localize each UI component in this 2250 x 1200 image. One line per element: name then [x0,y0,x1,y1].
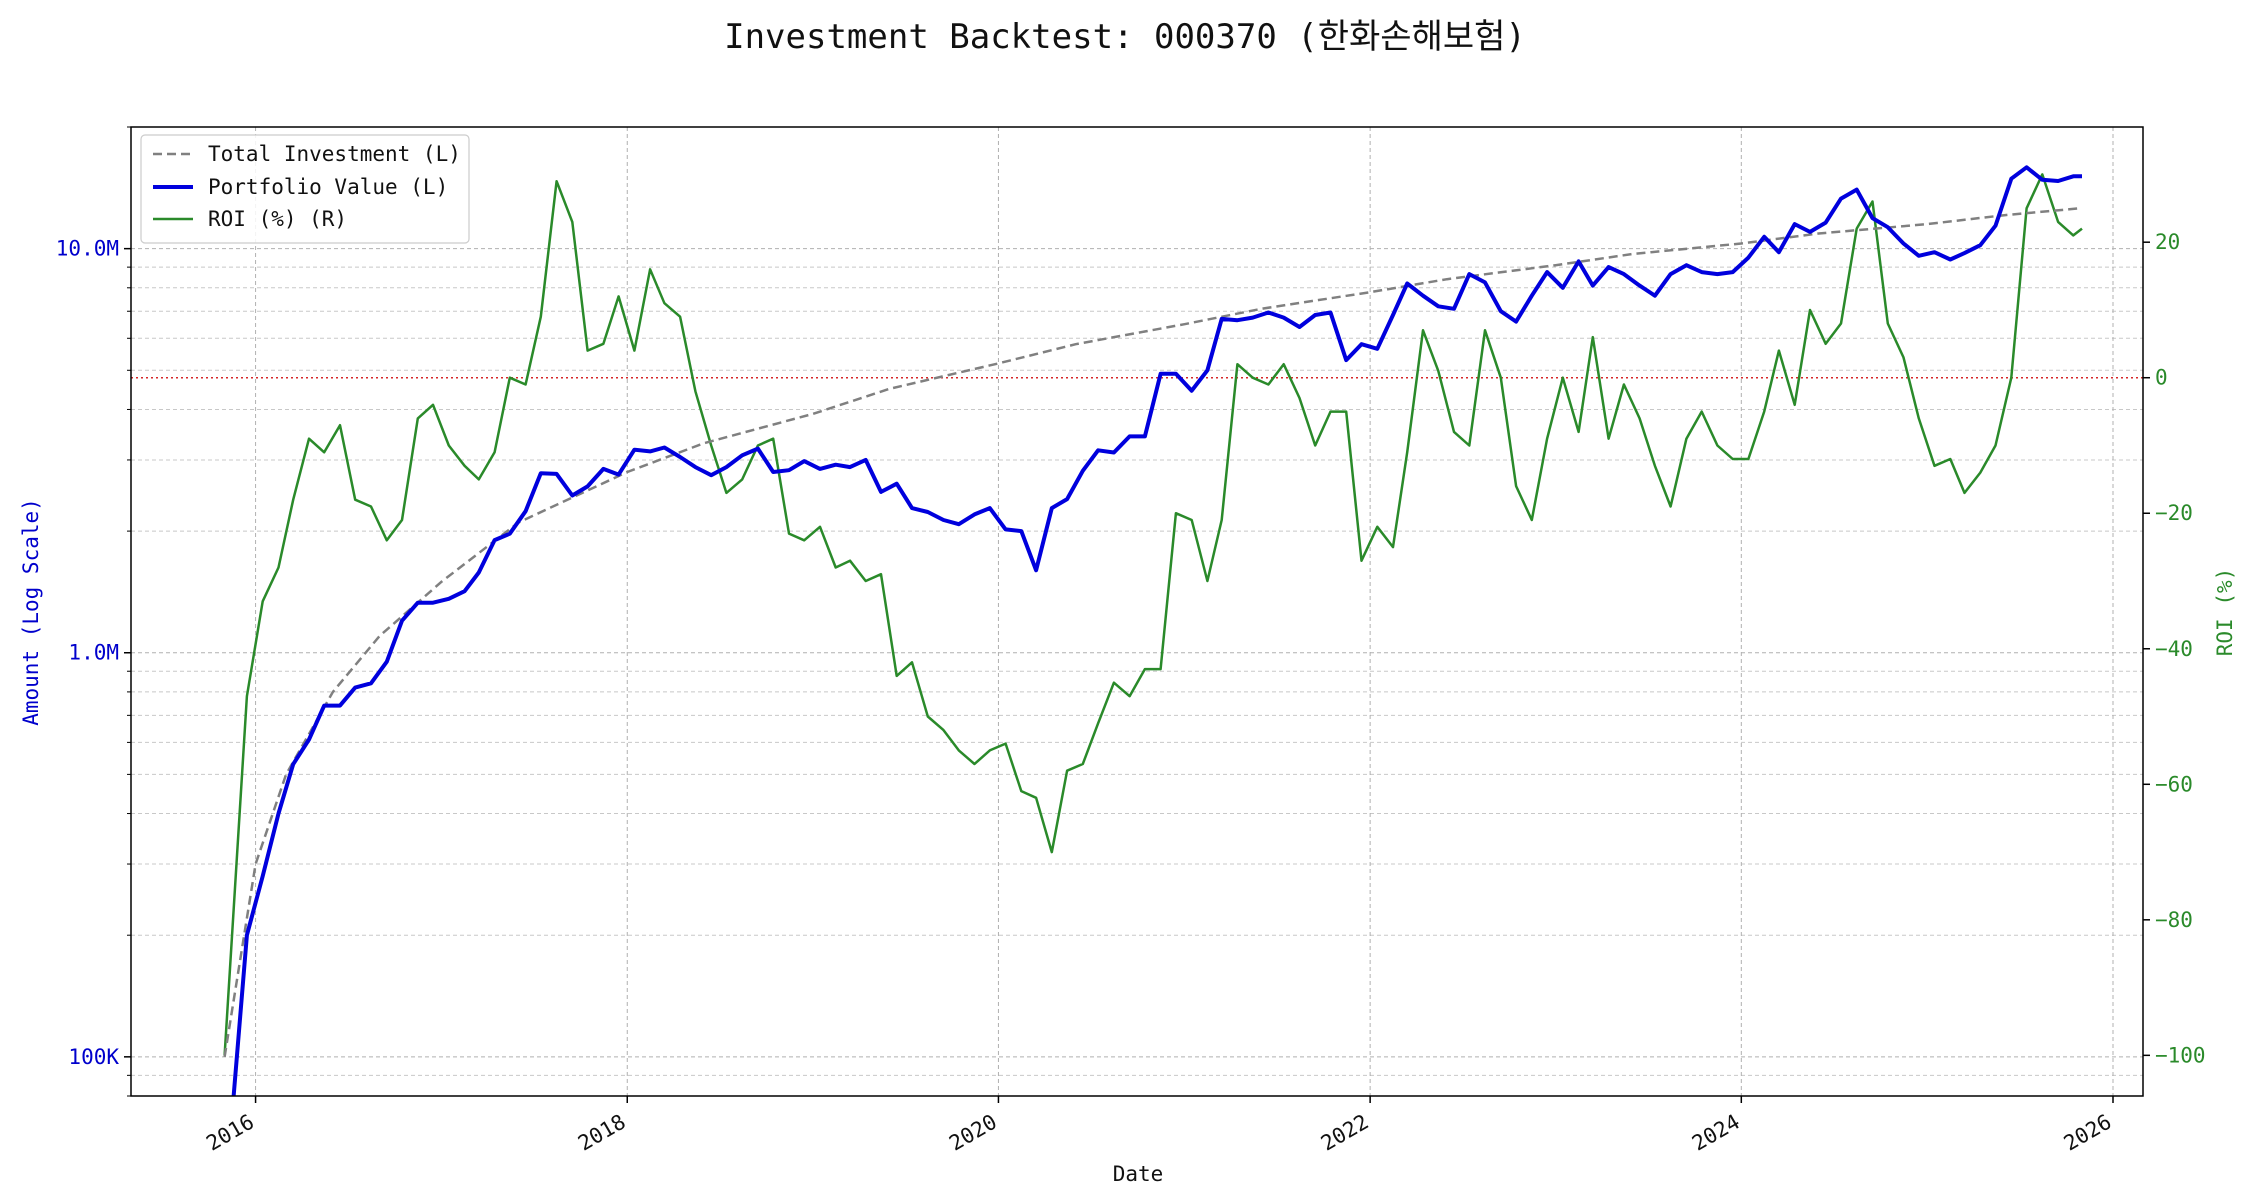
right-tick-label: −100 [2155,1043,2206,1067]
plot-area-frame [130,126,2144,1097]
left-tick-label: 100K [68,1045,119,1069]
x-tick-label: 2016 [202,1110,258,1156]
x-tick-label: 2024 [1688,1110,1744,1156]
legend-label-roi: ROI (%) (R) [208,207,347,231]
legend-label-portfolio-value: Portfolio Value (L) [208,175,448,199]
chart-title: Investment Backtest: 000370 (한화손해보험) [724,17,1526,57]
total-investment-line [223,206,2083,1057]
right-tick-label: 0 [2155,366,2168,390]
roi-line [223,173,2083,1056]
right-tick-label: 20 [2155,230,2180,254]
x-tick-label: 2018 [574,1110,630,1156]
x-tick-label: 2022 [1317,1110,1373,1156]
left-axis-label: Amount (Log Scale) [19,498,43,726]
right-tick-label: −60 [2155,772,2193,796]
x-tick-label: 2020 [945,1110,1001,1156]
grid-lines [131,126,2143,1097]
series-layer [223,165,2083,1096]
x-tick-label: 2026 [2060,1110,2116,1156]
right-axis-ticks: −100 −80 −60 −40 −20 0 20 [2143,230,2206,1067]
right-tick-label: −80 [2155,908,2193,932]
x-axis-ticks: 2016 2018 2020 2022 2024 2026 [202,1096,2116,1156]
right-tick-label: −40 [2155,637,2193,661]
legend-label-total-investment: Total Investment (L) [208,142,461,166]
portfolio-value-line [231,165,2082,1096]
right-axis-label: ROI (%) [2213,568,2237,657]
x-axis-label: Date [1113,1162,1164,1186]
right-tick-label: −20 [2155,501,2193,525]
legend: Total Investment (L) Portfolio Value (L)… [140,134,470,244]
legend-box [140,134,470,244]
left-axis-ticks: 100K 1.0M 10.0M [56,126,131,1097]
left-tick-label: 10.0M [56,237,119,261]
left-tick-label: 1.0M [68,641,119,665]
